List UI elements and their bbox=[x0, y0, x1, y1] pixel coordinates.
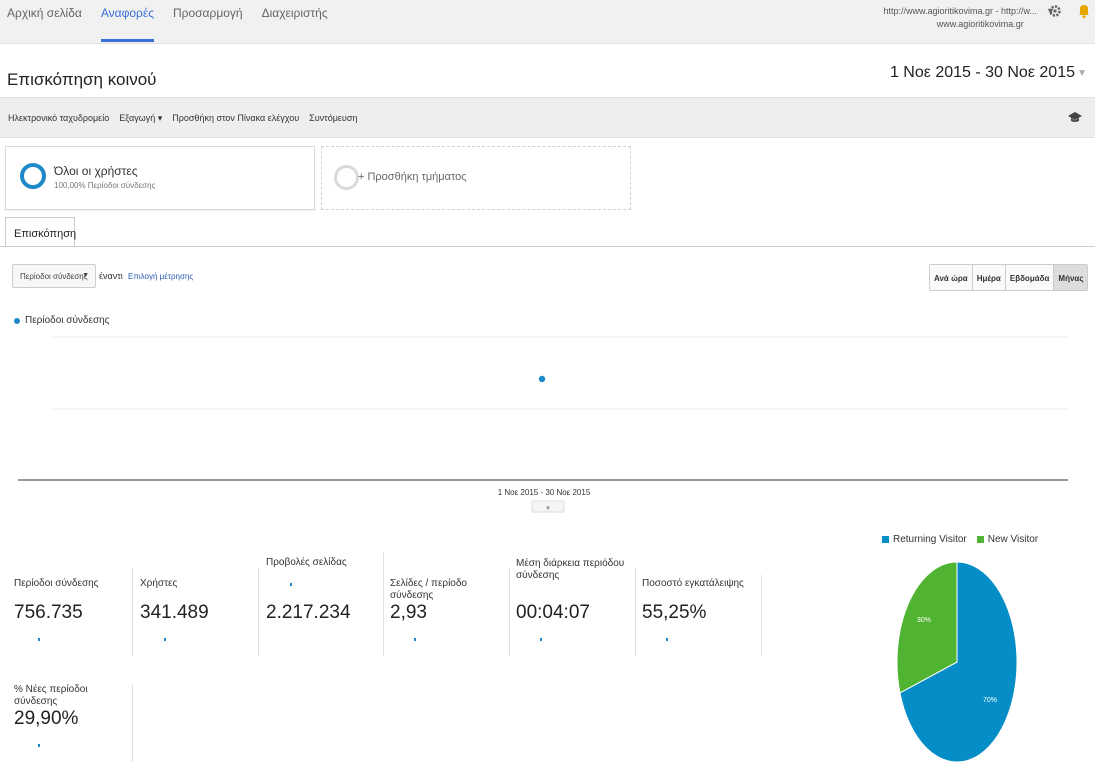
pie-slice-returning-visitor[interactable] bbox=[899, 561, 1018, 763]
tab-home[interactable]: Αρχική σελίδα bbox=[7, 6, 82, 20]
scorecard-avg-session-duration[interactable]: Μέση διάρκεια περιόδου σύνδεσης 00:04:07 bbox=[516, 558, 628, 648]
tab-reports[interactable]: Αναφορές bbox=[100, 6, 154, 42]
chart-point[interactable] bbox=[538, 375, 546, 383]
scorecard-value: 55,25% bbox=[642, 602, 707, 623]
account-selector[interactable]: http://www.agioritikovima.gr - http://w.… bbox=[883, 5, 1055, 31]
segment-subtitle: 100,00% Περίοδοι σύνδεσης bbox=[54, 181, 156, 190]
scorecard-users[interactable]: Χρήστες 341.489 bbox=[140, 578, 250, 648]
metric-dropdown[interactable]: Περίοδοι σύνδεσης ▼ bbox=[12, 264, 96, 288]
x-tick-label: 1 Νοε 2015 - 30 Νοε 2015 bbox=[498, 488, 591, 497]
scorecard-label: Χρήστες bbox=[140, 578, 178, 589]
top-navigation: Αρχική σελίδα Αναφορές Προσαρμογή Διαχει… bbox=[0, 0, 1095, 44]
chevron-down-icon: ▼ bbox=[82, 272, 89, 279]
date-range-picker[interactable]: 1 Νοε 2015 - 30 Νοε 2015 bbox=[889, 64, 1075, 81]
pie-slice-label: 70% bbox=[983, 697, 997, 704]
scorecard-value: 29,90% bbox=[14, 708, 79, 729]
scorecard-label: Ποσοστό εγκατάλειψης bbox=[642, 578, 744, 589]
divider bbox=[132, 684, 133, 762]
scorecard-label: Μέση διάρκεια περιόδου σύνδεσης bbox=[516, 558, 625, 581]
email-button[interactable]: Ηλεκτρονικό ταχυδρομείο bbox=[8, 113, 110, 123]
versus-label: έναντι bbox=[99, 271, 123, 281]
divider bbox=[761, 575, 762, 656]
sparkline bbox=[38, 638, 40, 641]
graduation-cap-icon[interactable] bbox=[1067, 110, 1083, 124]
scorecard-bounce-rate[interactable]: Ποσοστό εγκατάλειψης 55,25% bbox=[642, 578, 757, 648]
account-url: http://www.agioritikovima.gr - http://w.… bbox=[883, 6, 1037, 16]
tab-customization[interactable]: Προσαρμογή bbox=[172, 6, 243, 20]
report-toolbar: Ηλεκτρονικό ταχυδρομείο Εξαγωγή ▾ Προσθή… bbox=[0, 97, 1095, 138]
granularity-day-button[interactable]: Ημέρα bbox=[972, 265, 1006, 290]
chevron-down-icon[interactable]: ▼ bbox=[545, 506, 551, 512]
chart-legend: Περίοδοι σύνδεσης bbox=[14, 315, 110, 326]
scorecard-sessions[interactable]: Περίοδοι σύνδεσης 756.735 bbox=[14, 578, 124, 648]
sparkline bbox=[540, 638, 542, 641]
legend-swatch bbox=[882, 535, 889, 543]
divider bbox=[258, 568, 259, 656]
scorecard-pageviews[interactable]: Προβολές σελίδας 2.217.234 bbox=[266, 557, 381, 649]
add-to-dashboard-button[interactable]: Προσθήκη στον Πίνακα ελέγχου bbox=[172, 113, 300, 123]
scorecard-value: 756.735 bbox=[14, 602, 83, 623]
legend-label: Returning Visitor bbox=[893, 534, 967, 545]
divider bbox=[132, 568, 133, 656]
segment-ring-icon bbox=[334, 165, 359, 190]
divider bbox=[509, 568, 510, 656]
account-property: www.agioritikovima.gr bbox=[936, 19, 1024, 29]
divider bbox=[0, 246, 1095, 247]
granularity-week-button[interactable]: Εβδομάδα bbox=[1005, 265, 1055, 290]
choose-metric-link[interactable]: Επιλογή μέτρησης bbox=[128, 272, 194, 281]
chevron-down-icon: ▼ bbox=[1046, 6, 1055, 16]
legend-swatch bbox=[14, 317, 20, 324]
divider bbox=[635, 568, 636, 656]
scorecard-new-sessions[interactable]: % Νέες περίοδοι σύνδεσης 29,90% bbox=[14, 684, 129, 754]
timeline-handle[interactable] bbox=[531, 500, 565, 513]
sessions-trend-chart: 1 Νοε 2015 - 30 Νοε 2015 ▼ bbox=[18, 336, 1068, 513]
sparkline bbox=[290, 583, 292, 586]
sparkline bbox=[38, 744, 40, 747]
scorecard-value: 00:04:07 bbox=[516, 602, 590, 623]
nav-tabs: Αρχική σελίδα Αναφορές Προσαρμογή Διαχει… bbox=[7, 6, 328, 42]
scorecard-pages-per-session[interactable]: Σελίδες / περίοδο σύνδεσης 2,93 bbox=[390, 578, 505, 648]
page-title: Επισκόπηση κοινού bbox=[7, 70, 157, 89]
scorecard-label: Περίοδοι σύνδεσης bbox=[14, 578, 99, 589]
granularity-hourly-button[interactable]: Ανά ώρα bbox=[930, 265, 973, 290]
visitor-type-pie-chart: 70% 30% bbox=[896, 561, 1018, 763]
shortcut-button[interactable]: Συντόμευση bbox=[309, 113, 358, 123]
divider bbox=[383, 552, 384, 656]
export-button[interactable]: Εξαγωγή ▾ bbox=[119, 113, 163, 123]
gear-icon[interactable] bbox=[1048, 4, 1062, 18]
metric-dropdown-value: Περίοδοι σύνδεσης bbox=[20, 272, 88, 281]
legend-item-returning[interactable]: Returning Visitor bbox=[882, 534, 967, 545]
pie-legend: Returning Visitor New Visitor bbox=[882, 534, 1038, 545]
scorecard-value: 2.217.234 bbox=[266, 602, 351, 623]
sparkline bbox=[414, 638, 416, 641]
segment-all-users[interactable]: Όλοι οι χρήστες 100,00% Περίοδοι σύνδεση… bbox=[5, 146, 315, 210]
tab-admin[interactable]: Διαχειριστής bbox=[261, 6, 328, 20]
title-bar: Επισκόπηση κοινού 1 Νοε 2015 - 30 Νοε 20… bbox=[0, 44, 1095, 97]
scorecard-value: 341.489 bbox=[140, 602, 209, 623]
legend-label: Περίοδοι σύνδεσης bbox=[25, 315, 110, 326]
chevron-down-icon[interactable]: ▼ bbox=[1077, 68, 1087, 79]
scorecard-value: 2,93 bbox=[390, 602, 427, 623]
legend-label: New Visitor bbox=[987, 534, 1039, 545]
scorecard-label: Προβολές σελίδας bbox=[266, 557, 347, 568]
segment-ring-icon bbox=[20, 163, 46, 189]
bell-icon[interactable] bbox=[1077, 3, 1091, 19]
pie-slice-new-visitor[interactable] bbox=[896, 561, 958, 694]
tab-overview[interactable]: Επισκόπηση bbox=[5, 217, 76, 247]
add-segment-button[interactable]: + Προσθήκη τμήματος bbox=[321, 146, 631, 210]
add-segment-label: + Προσθήκη τμήματος bbox=[358, 171, 467, 183]
legend-swatch bbox=[976, 535, 984, 543]
granularity-month-button[interactable]: Μήνας bbox=[1054, 265, 1088, 290]
segment-title: Όλοι οι χρήστες bbox=[54, 164, 138, 178]
granularity-selector: Ανά ώρα Ημέρα Εβδομάδα Μήνας bbox=[929, 264, 1089, 291]
sparkline bbox=[666, 638, 668, 641]
legend-item-new[interactable]: New Visitor bbox=[976, 534, 1039, 545]
scorecard-label: Σελίδες / περίοδο σύνδεσης bbox=[390, 578, 467, 601]
pie-slice-label: 30% bbox=[917, 617, 931, 624]
scorecard-label: % Νέες περίοδοι σύνδεσης bbox=[14, 684, 88, 707]
sparkline bbox=[164, 638, 166, 641]
